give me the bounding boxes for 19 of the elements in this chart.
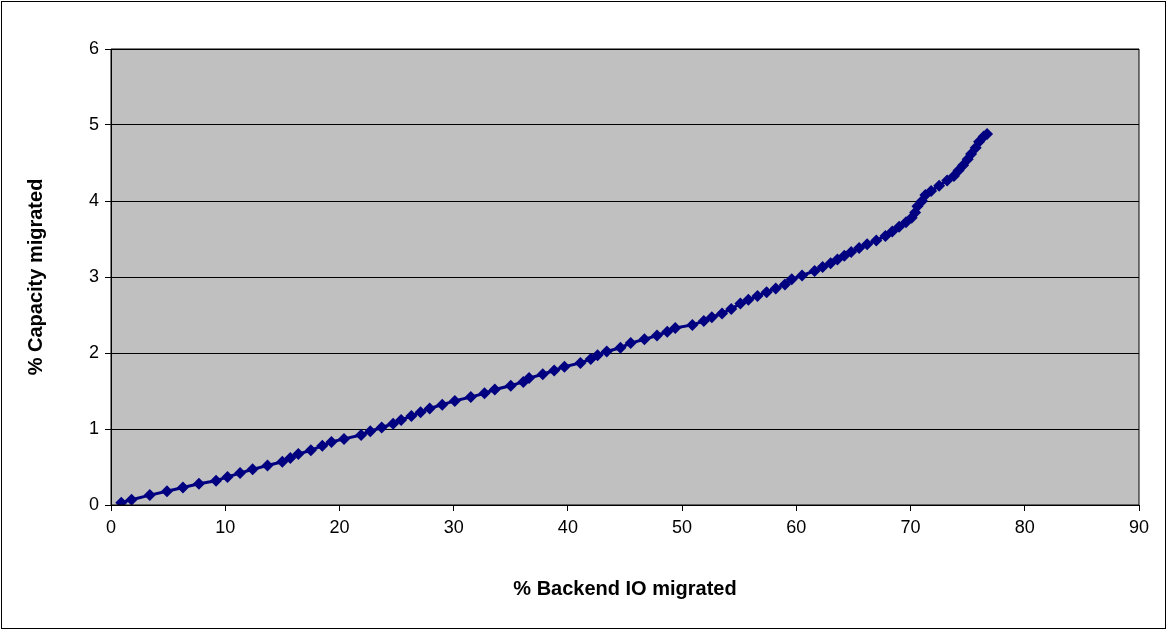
x-axis-title: % Backend IO migrated [513, 576, 737, 599]
x-tick-label: 0 [105, 516, 117, 537]
x-tick-label: 70 [900, 516, 921, 537]
x-tick-label: 60 [786, 516, 807, 537]
x-tick-label: 20 [329, 516, 350, 537]
y-tick-label: 3 [88, 265, 99, 286]
y-tick-label: 2 [88, 341, 99, 362]
x-tick-label: 50 [672, 516, 693, 537]
x-tick-label: 10 [215, 516, 236, 537]
x-tick-label: 40 [557, 516, 578, 537]
y-tick-label: 1 [88, 417, 99, 438]
x-tick-label: 30 [443, 516, 464, 537]
y-tick-label: 6 [88, 37, 99, 58]
x-tick-label: 80 [1014, 516, 1035, 537]
y-tick-label: 0 [88, 493, 99, 514]
y-tick-label: 5 [88, 113, 99, 134]
y-axis-title: % Capacity migrated [23, 178, 46, 376]
x-tick-label: 90 [1128, 516, 1150, 537]
y-tick-label: 4 [88, 189, 99, 210]
